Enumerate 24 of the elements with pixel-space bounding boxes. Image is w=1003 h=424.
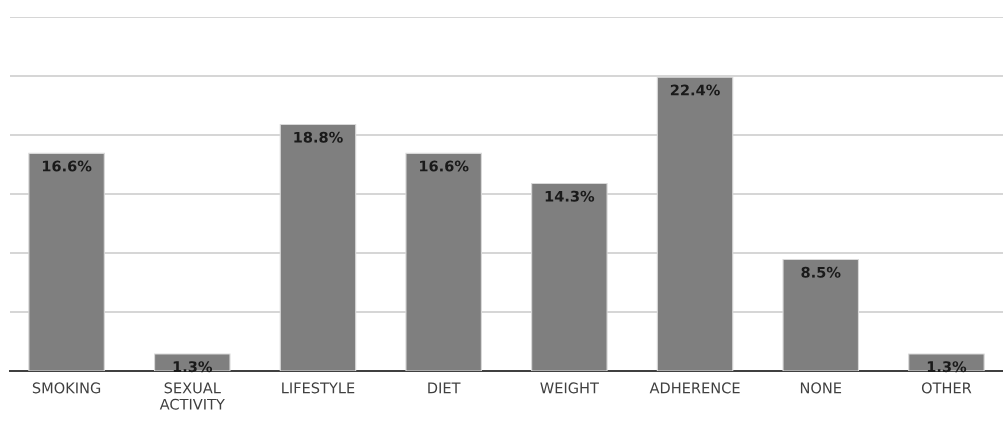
bar xyxy=(782,258,860,371)
bar xyxy=(908,353,985,371)
x-tick-label: NONE xyxy=(800,382,842,394)
bar xyxy=(405,152,482,371)
data-label: 22.4% xyxy=(670,84,720,96)
x-tick-label: WEIGHT xyxy=(540,382,599,394)
bar xyxy=(279,123,357,371)
x-tick-label: SMOKING xyxy=(32,382,101,394)
x-tick-label: ADHERENCE xyxy=(649,382,740,394)
data-label: 18.8% xyxy=(294,131,343,143)
data-label: 16.6% xyxy=(420,160,469,172)
data-label: 16.6% xyxy=(42,160,92,172)
data-label: 14.3% xyxy=(545,190,595,202)
data-label: 1.3% xyxy=(173,361,213,373)
x-tick-label: DIET xyxy=(428,382,461,394)
bar xyxy=(154,353,231,371)
bar xyxy=(531,182,608,371)
data-label: 1.3% xyxy=(927,361,967,373)
x-tick-label: SEXUAL ACTIVITY xyxy=(159,382,225,410)
bar xyxy=(28,152,105,371)
data-label: 8.5% xyxy=(801,266,841,278)
x-tick-label: OTHER xyxy=(921,382,972,394)
bar xyxy=(656,76,734,371)
x-tick-label: LIFESTYLE xyxy=(282,382,355,394)
